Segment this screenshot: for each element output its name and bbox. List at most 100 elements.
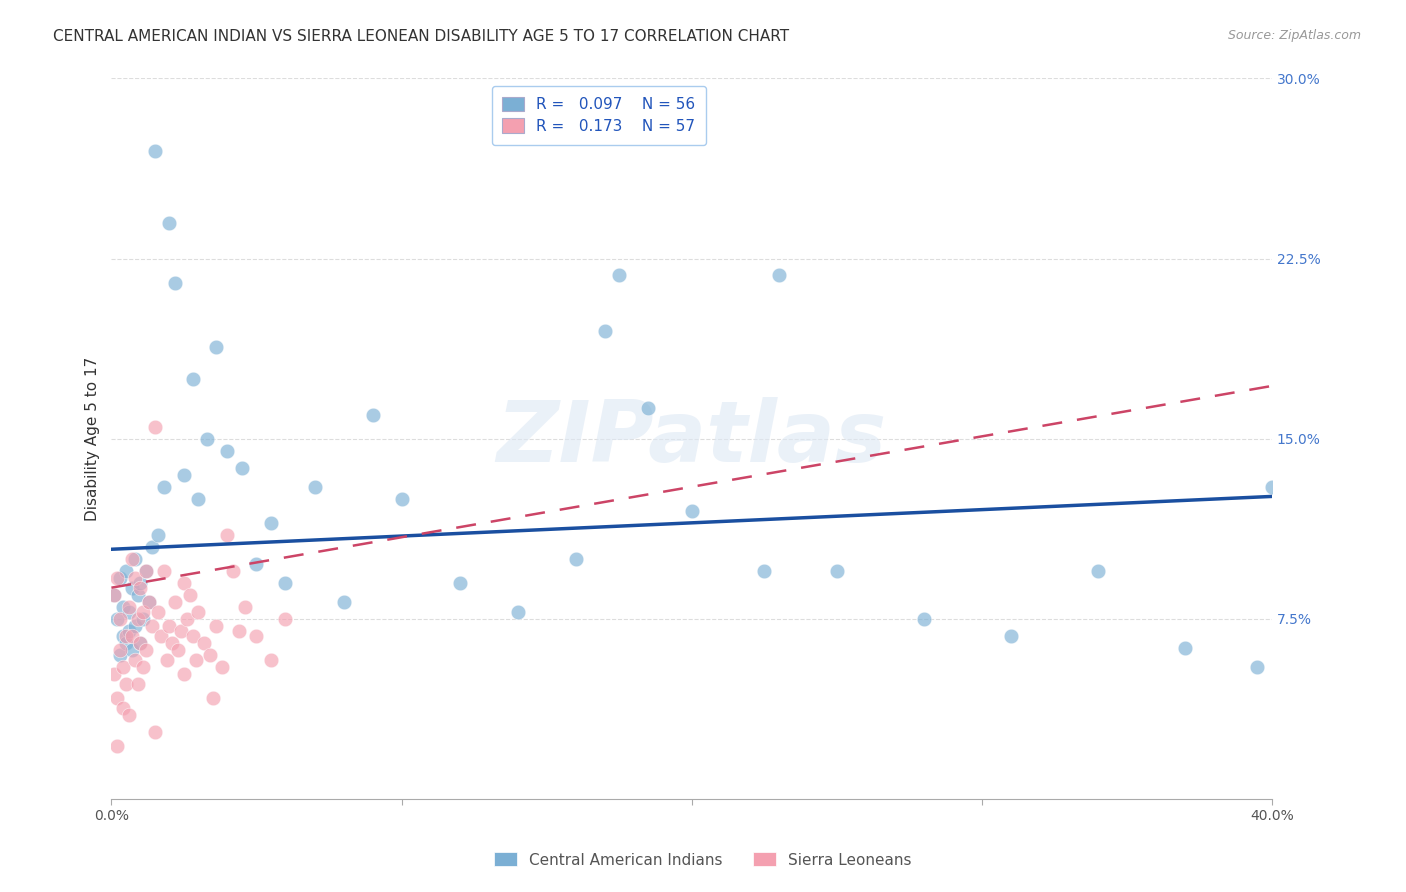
Point [211, 660, 233, 674]
Point [173, 467, 195, 482]
Point [108, 571, 131, 585]
Point [193, 636, 215, 650]
Point [135, 564, 157, 578]
Point [217, 528, 239, 542]
Point [127, 588, 149, 602]
Point [231, 460, 253, 475]
Text: Source: ZipAtlas.com: Source: ZipAtlas.com [1227, 29, 1361, 42]
Point [681, 504, 703, 518]
Point [181, 372, 204, 386]
Point [179, 588, 201, 602]
Point [129, 575, 152, 590]
Point [103, 588, 125, 602]
Point [124, 653, 146, 667]
Point [274, 575, 297, 590]
Point [391, 491, 413, 506]
Point [170, 624, 193, 638]
Point [1246, 660, 1268, 674]
Point [118, 599, 141, 614]
Point [111, 700, 134, 714]
Point [1261, 480, 1284, 494]
Point [143, 144, 166, 158]
Point [127, 612, 149, 626]
Point [1087, 564, 1109, 578]
Point [105, 739, 128, 754]
Point [141, 540, 163, 554]
Point [111, 660, 134, 674]
Point [195, 432, 218, 446]
Point [121, 629, 143, 643]
Point [607, 268, 630, 283]
Point [205, 619, 228, 633]
Y-axis label: Disability Age 5 to 17: Disability Age 5 to 17 [86, 357, 100, 521]
Point [129, 581, 152, 595]
Point [198, 648, 221, 662]
Point [222, 564, 245, 578]
Point [768, 268, 790, 283]
Point [245, 557, 267, 571]
Point [115, 629, 138, 643]
Point [593, 324, 616, 338]
Point [1174, 640, 1197, 655]
Point [143, 419, 166, 434]
Point [912, 612, 935, 626]
Point [825, 564, 848, 578]
Point [103, 667, 125, 681]
Point [155, 653, 177, 667]
Point [201, 691, 224, 706]
Point [181, 629, 204, 643]
Point [143, 724, 166, 739]
Point [138, 595, 160, 609]
Point [149, 629, 172, 643]
Point [637, 401, 659, 415]
Point [205, 341, 228, 355]
Point [118, 605, 141, 619]
Text: CENTRAL AMERICAN INDIAN VS SIERRA LEONEAN DISABILITY AGE 5 TO 17 CORRELATION CHA: CENTRAL AMERICAN INDIAN VS SIERRA LEONEA… [53, 29, 790, 44]
Point [1000, 629, 1022, 643]
Point [132, 605, 155, 619]
Text: ZIPatlas: ZIPatlas [496, 397, 887, 480]
Point [754, 564, 776, 578]
Point [121, 552, 143, 566]
Point [132, 660, 155, 674]
Point [274, 612, 297, 626]
Point [162, 636, 184, 650]
Point [141, 619, 163, 633]
Point [449, 575, 471, 590]
Point [260, 516, 283, 530]
Point [173, 667, 195, 681]
Point [165, 595, 187, 609]
Point [111, 599, 134, 614]
Point [115, 564, 138, 578]
Point [167, 643, 190, 657]
Point [115, 677, 138, 691]
Legend: R =   0.097    N = 56, R =   0.173    N = 57: R = 0.097 N = 56, R = 0.173 N = 57 [492, 87, 706, 145]
Point [152, 480, 174, 494]
Point [159, 216, 181, 230]
Point [152, 564, 174, 578]
Point [260, 653, 283, 667]
Point [304, 480, 326, 494]
Point [108, 648, 131, 662]
Point [361, 408, 384, 422]
Point [121, 581, 143, 595]
Point [129, 636, 152, 650]
Point [105, 571, 128, 585]
Point [132, 612, 155, 626]
Point [245, 629, 267, 643]
Point [184, 653, 207, 667]
Point [115, 636, 138, 650]
Point [105, 612, 128, 626]
Point [105, 691, 128, 706]
Point [173, 575, 195, 590]
Point [118, 708, 141, 723]
Point [129, 636, 152, 650]
Point [103, 588, 125, 602]
Point [118, 624, 141, 638]
Point [176, 612, 198, 626]
Point [564, 552, 586, 566]
Point [165, 276, 187, 290]
Point [138, 595, 160, 609]
Legend: Central American Indians, Sierra Leoneans: Central American Indians, Sierra Leonean… [488, 847, 918, 873]
Point [187, 491, 209, 506]
